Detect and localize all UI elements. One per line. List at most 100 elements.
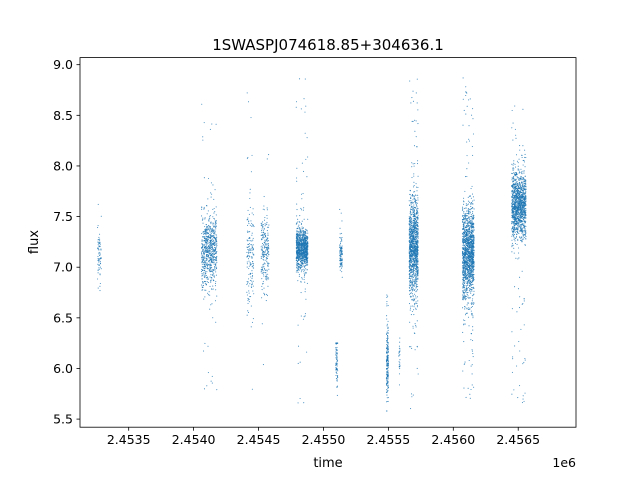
data-point [209, 245, 211, 247]
data-point [465, 267, 468, 269]
data-point [410, 346, 412, 348]
data-point [415, 230, 418, 232]
data-point [417, 194, 419, 196]
data-point [304, 269, 306, 271]
data-point [297, 324, 299, 326]
data-point [263, 205, 265, 207]
data-point [387, 332, 389, 335]
data-point [467, 223, 469, 225]
data-point [415, 228, 417, 230]
data-point [209, 308, 211, 310]
data-point [336, 362, 338, 364]
data-point [249, 197, 251, 200]
data-point [251, 212, 253, 214]
data-point [412, 210, 414, 212]
data-point [307, 253, 309, 256]
data-point [262, 258, 264, 261]
data-point [301, 257, 303, 259]
data-point [204, 245, 207, 247]
data-point [387, 351, 389, 353]
data-point [298, 78, 301, 80]
data-point [409, 267, 411, 270]
data-point [466, 279, 468, 281]
data-point [463, 292, 465, 294]
data-point [462, 236, 464, 238]
data-point [466, 242, 468, 244]
data-point [213, 241, 216, 243]
data-point [340, 212, 342, 214]
data-point [214, 244, 216, 246]
data-point [303, 255, 305, 258]
data-point [210, 252, 212, 254]
data-point [417, 123, 419, 125]
data-point [335, 353, 337, 355]
data-point [207, 242, 209, 244]
data-point [469, 281, 471, 283]
data-point [468, 221, 470, 223]
data-point [248, 213, 250, 215]
data-point [251, 388, 253, 390]
data-point [204, 271, 206, 273]
data-point [464, 213, 466, 215]
data-point [335, 363, 337, 365]
data-point [303, 244, 305, 246]
data-point [409, 281, 411, 284]
data-point [265, 278, 267, 280]
data-point [387, 341, 389, 343]
data-point [209, 258, 211, 260]
data-point [250, 244, 252, 246]
data-point [214, 230, 216, 232]
data-point [301, 262, 303, 265]
data-point [465, 227, 467, 229]
data-point [414, 263, 416, 265]
data-point [210, 259, 212, 261]
data-point [413, 198, 415, 200]
data-point [469, 234, 471, 236]
data-point [301, 239, 303, 241]
data-point [260, 248, 262, 250]
data-point [336, 353, 338, 355]
data-point [468, 162, 470, 164]
data-point [296, 227, 298, 229]
data-point [215, 289, 217, 291]
data-point [386, 358, 388, 360]
data-point [297, 241, 299, 243]
data-point [209, 243, 211, 245]
data-point [468, 282, 470, 284]
data-point [416, 285, 418, 287]
data-point [416, 269, 418, 271]
data-point [466, 304, 468, 306]
data-point [306, 235, 309, 238]
data-point [248, 298, 250, 300]
data-point [465, 288, 467, 290]
data-point [205, 275, 208, 277]
data-point [296, 252, 298, 254]
data-point [385, 384, 388, 386]
data-point [266, 293, 268, 296]
data-point [209, 237, 211, 240]
data-point [465, 256, 467, 258]
data-point [412, 327, 414, 329]
data-point [305, 246, 307, 248]
data-point [201, 263, 203, 265]
data-point [409, 278, 411, 280]
data-point [206, 259, 208, 261]
data-point [212, 241, 214, 243]
data-point [300, 242, 303, 244]
data-point [413, 314, 415, 316]
data-point [211, 241, 213, 243]
data-point [386, 344, 388, 346]
data-point [410, 314, 412, 316]
data-point [207, 241, 209, 243]
data-point [408, 290, 411, 292]
data-point [265, 255, 267, 257]
data-point [412, 288, 414, 290]
data-point [412, 242, 414, 244]
data-point [412, 226, 414, 228]
data-point [336, 372, 338, 375]
data-point [212, 262, 214, 264]
data-point [210, 304, 212, 306]
data-point [249, 248, 251, 250]
data-point [414, 223, 417, 225]
data-point [204, 218, 206, 220]
